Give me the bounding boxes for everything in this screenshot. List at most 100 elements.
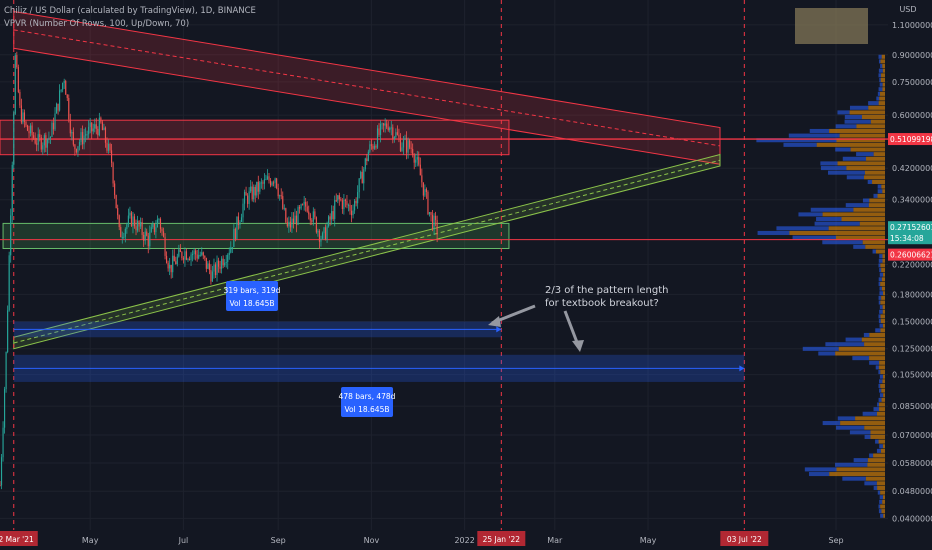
profile-bar-up [853,244,866,249]
candle-body [418,157,420,165]
candle-body [329,216,331,220]
profile-bar-down [867,458,885,463]
candle-body [297,207,299,225]
profile-bar-down [881,268,885,273]
candle-body [52,122,55,130]
candle-body [29,125,32,134]
profile-bar-down [877,485,885,490]
measure-box-bg [341,387,393,417]
candle-body [40,137,42,150]
candle-body [435,215,437,220]
candle-body [75,149,77,153]
candle-body [141,221,143,235]
profile-bar-down [878,101,885,106]
candle-body [277,188,279,197]
time-tick: Sep [271,536,286,545]
candle-body [257,181,259,192]
price-axis[interactable]: USD 1.10000000 0.90000000 0.75000000 0.60000… [888,0,932,550]
profile-bar-down [880,77,885,82]
candle-body [300,204,302,209]
candle-body [265,179,267,181]
profile-bar-down [876,481,885,486]
support-zone [2,222,510,250]
candle-body [143,234,145,241]
candle-body [164,236,166,256]
candle-body [292,218,295,223]
profile-bar-down [882,309,885,314]
profile-bar-down [882,444,885,449]
candle-body [381,123,383,125]
candle-body [210,270,212,282]
candle-body [230,247,232,253]
profile-bar-down [850,147,885,152]
measure-info-box: 319 bars, 319d Vol 18.645B [224,281,281,311]
candle-body [62,82,64,90]
profile-bar-up [879,393,884,398]
candle-body [7,310,9,353]
candle-body [393,137,395,140]
candle-body [256,181,258,196]
candle-body [101,122,103,131]
candle-body [196,254,198,259]
candle-body [332,211,334,220]
candle-body [276,178,278,189]
candle-body [103,127,105,131]
candle-body [176,256,178,265]
candle-body [413,154,415,163]
candle-body [54,113,56,130]
profile-bar-up [878,314,881,319]
profile-bar-up [792,235,837,240]
candle-body [320,238,322,242]
candle-body [436,219,438,235]
candle-body [328,216,330,227]
profile-bar-down [883,291,885,296]
profile-bar-up [798,212,823,217]
profile-bar-down [882,68,885,73]
candle-body [349,204,351,211]
profile-bar-down [839,133,885,138]
profile-bar-down [883,513,885,518]
candle-body [367,151,369,162]
price-tick: 0.22000000 [892,261,932,270]
profile-bar-down [880,263,885,268]
candle-body [386,123,388,128]
profile-bar-up [879,291,884,296]
profile-bar-up [879,286,882,291]
candle-body [254,186,256,196]
candle-body [55,103,58,114]
profile-bar-down [836,138,885,143]
profile-bar-down [866,156,885,161]
candle-body [288,221,290,227]
profile-bar-down [882,82,885,87]
profile-bar-up [776,226,829,231]
candle-body [45,135,47,148]
profile-bar-down [880,370,885,375]
candle-body [395,132,397,138]
candle-body [233,228,235,248]
time-axis[interactable]: May Jul Sep Nov 2022 Mar May Sep 12 Mar '21 25 Ja… [0,530,932,550]
candle-body [69,119,71,134]
candle-body [282,196,284,209]
candle-body [396,132,398,135]
candle-body [0,485,1,487]
candle-body [227,254,229,263]
profile-bar-down [880,300,885,305]
date-marker-label: 03 Jul '22 [727,535,762,544]
profile-bar-down [882,499,885,504]
candle-body [190,254,192,260]
candle-body [228,252,230,255]
profile-bar-down [880,490,885,495]
profile-bar-down [864,170,885,175]
candle-body [341,200,343,209]
profile-bar-up [837,416,856,421]
profile-bar-down [859,221,885,226]
resistance-zone [0,119,510,156]
candle-body [25,121,27,126]
candle-body [169,264,171,269]
candle-body [111,150,113,163]
candle-body [199,254,201,256]
candle-body [425,189,427,192]
profile-bar-up [879,388,882,393]
profile-bar-up [844,119,871,124]
